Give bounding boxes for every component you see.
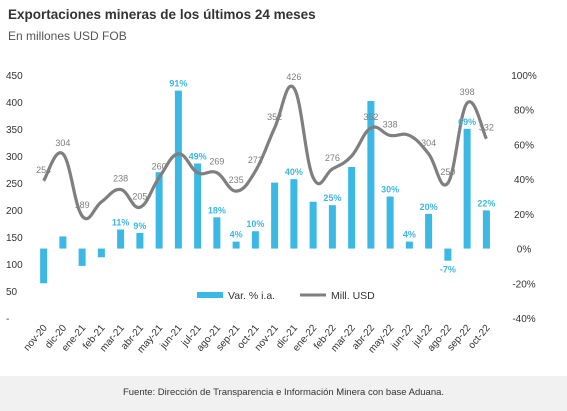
legend-swatch-bars	[197, 292, 223, 298]
right-axis-tick: 100%	[511, 71, 537, 82]
line-label: 189	[75, 200, 90, 210]
left-axis-tick: 150	[6, 233, 23, 244]
chart-area: 450 400 350 300 250 200 150 100 50 - 100% 80% 60% 40…	[0, 52, 567, 370]
bar-label: 11%	[112, 217, 130, 227]
bar-label: 18%	[208, 205, 226, 215]
right-axis: 100% 80% 60% 40% 20% 0% -20% -40%	[511, 71, 537, 325]
combo-chart: 450 400 350 300 250 200 150 100 50 - 100% 80% 60% 40…	[6, 71, 537, 356]
x-axis-tick: nov-20	[22, 323, 50, 354]
bar-label: 69%	[458, 117, 476, 127]
bar	[251, 231, 259, 249]
bar	[367, 101, 375, 249]
line-label: 238	[113, 173, 128, 183]
right-axis-tick: 20%	[514, 210, 534, 221]
line-label: 398	[460, 87, 475, 97]
bar-label: 4%	[230, 230, 243, 240]
right-axis-tick: -40%	[512, 314, 535, 325]
line-label: 260	[152, 162, 167, 172]
right-axis-tick: 40%	[514, 175, 534, 186]
line-path	[42, 84, 488, 221]
bar	[271, 182, 279, 249]
line-label: 332	[479, 123, 494, 133]
line-label: 205	[132, 191, 147, 201]
line-label: 276	[325, 153, 340, 163]
line-series	[42, 84, 488, 221]
bar-labels: 11% 9%91%49%18%4%10%40%25%30%4%20%-7%69%2…	[112, 79, 496, 275]
line-label: 272	[248, 155, 263, 165]
legend: Var. % i.a. Mill. USD	[197, 290, 375, 302]
bar-label: 20%	[420, 202, 438, 212]
line-label: 254	[36, 165, 51, 175]
bar	[482, 210, 490, 249]
line-label: 352	[363, 112, 378, 122]
left-axis-tick: 250	[6, 179, 23, 190]
line-label: 352	[267, 112, 282, 122]
bar-label: 22%	[477, 198, 495, 208]
line-label: 269	[209, 157, 224, 167]
bar	[444, 248, 452, 261]
line-label: 304	[55, 138, 70, 148]
bar-label: -7%	[440, 265, 456, 275]
bar	[40, 248, 48, 284]
bar	[78, 248, 86, 266]
chart-title: Exportaciones mineras de los últimos 24 …	[8, 7, 316, 22]
bar	[232, 241, 240, 249]
right-axis-tick: 0%	[517, 245, 532, 256]
right-axis-tick: 60%	[514, 140, 534, 151]
bar-label: 25%	[323, 193, 341, 203]
bar-label: 30%	[381, 185, 399, 195]
bar	[194, 163, 202, 249]
legend-label: Mill. USD	[331, 290, 375, 302]
bar	[425, 213, 433, 249]
chart-subtitle: En millones USD FOB	[8, 29, 127, 43]
bar	[405, 241, 413, 249]
bar-label: 4%	[403, 230, 416, 240]
left-axis-tick: 300	[6, 152, 23, 163]
x-axis-tick: oct-22	[466, 323, 493, 352]
source-footer: Fuente: Dirección de Transparencia e Inf…	[0, 376, 567, 411]
right-axis-tick: 80%	[514, 106, 534, 117]
bar	[59, 236, 67, 249]
line-label: 304	[421, 138, 436, 148]
bar-label: 40%	[285, 167, 303, 177]
bar	[309, 201, 317, 249]
bar	[386, 196, 394, 249]
bar	[348, 166, 356, 249]
bar-label: 49%	[189, 152, 207, 162]
line-labels: 254 304 189 238 205 260 269 235 272 352 426 276 352 3…	[36, 72, 494, 210]
bar	[463, 128, 471, 249]
bar-label: 10%	[246, 219, 264, 229]
source-text: Fuente: Dirección de Transparencia e Inf…	[122, 387, 445, 398]
bar	[136, 232, 144, 249]
bar	[174, 90, 182, 249]
line-label: 235	[229, 175, 244, 185]
left-axis-tick: -	[6, 314, 9, 325]
line-label: 426	[286, 72, 301, 82]
left-axis-tick: 450	[6, 71, 23, 82]
bar	[117, 229, 125, 249]
left-axis: 450 400 350 300 250 200 150 100 50 -	[6, 71, 23, 325]
bar-label: 91%	[169, 79, 187, 89]
left-axis-tick: 50	[6, 287, 18, 298]
x-axis: nov-20dic-20ene-21feb-21mar-21abr-21may-…	[22, 323, 493, 356]
bar-series	[40, 90, 490, 284]
legend-label: Var. % i.a.	[228, 290, 275, 302]
left-axis-tick: 200	[6, 206, 23, 217]
right-axis-tick: -20%	[512, 279, 535, 290]
line-label: 250	[440, 167, 455, 177]
bar	[328, 205, 336, 249]
bar	[213, 217, 221, 249]
bar	[155, 172, 163, 249]
line-label: 338	[383, 119, 398, 129]
bar	[290, 179, 298, 249]
left-axis-tick: 400	[6, 98, 23, 109]
left-axis-tick: 350	[6, 125, 23, 136]
left-axis-tick: 100	[6, 260, 23, 271]
bar-label: 9%	[133, 221, 146, 231]
bar	[97, 248, 105, 258]
